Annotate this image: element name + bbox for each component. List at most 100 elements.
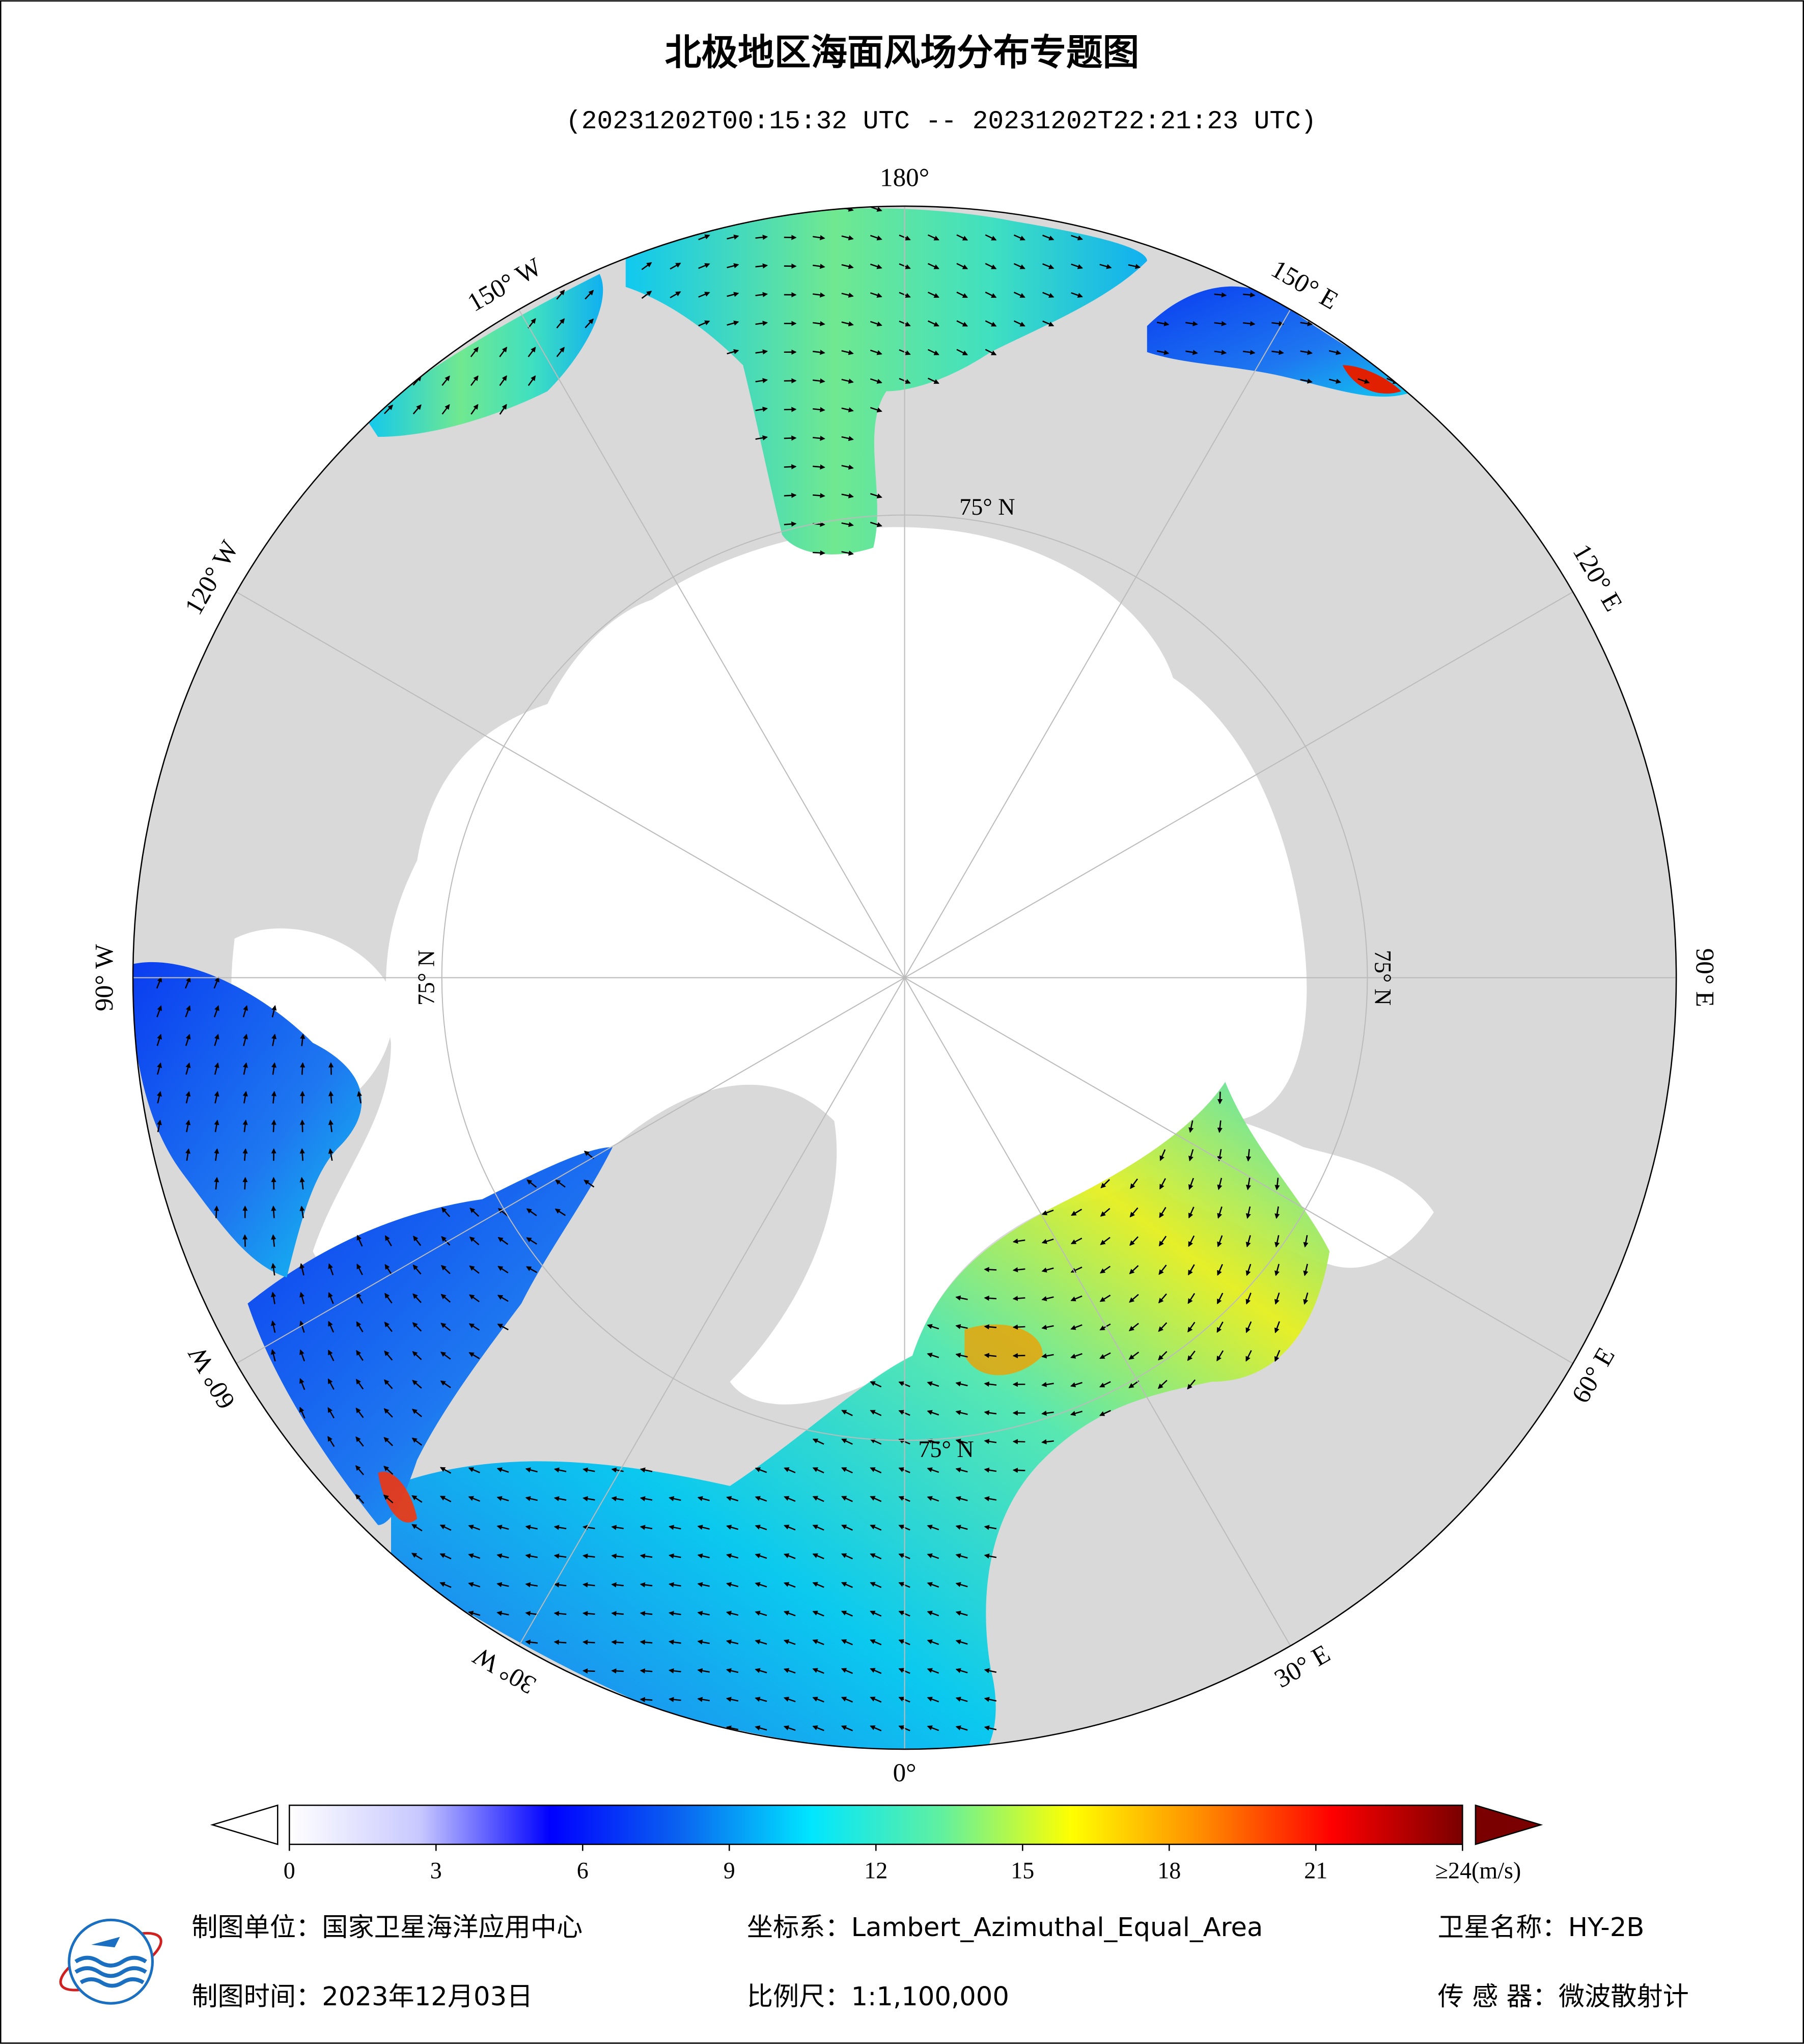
wind-arrow xyxy=(383,404,394,414)
wind-arrow xyxy=(411,1437,423,1446)
wind-arrow xyxy=(1042,320,1054,327)
wind-arrow xyxy=(841,1553,853,1559)
wind-arrow xyxy=(1274,1235,1280,1248)
wind-arrow xyxy=(384,1379,393,1389)
wind-arrow xyxy=(499,347,508,357)
wind-arrow xyxy=(525,1611,538,1616)
wind-arrow xyxy=(1013,320,1025,327)
wind-arrow xyxy=(697,1582,710,1587)
wind-arrow xyxy=(157,1091,162,1104)
wind-arrow xyxy=(299,1148,305,1161)
wind-arrow xyxy=(784,1467,796,1473)
wind-arrow xyxy=(955,1668,968,1673)
wind-arrow xyxy=(412,1293,422,1303)
wind-arrow xyxy=(1216,1321,1224,1333)
wind-arrow xyxy=(813,349,825,355)
wind-arrow xyxy=(927,291,939,298)
wind-arrow xyxy=(755,349,768,355)
wind-arrow xyxy=(669,1553,681,1559)
wind-arrow xyxy=(299,1378,306,1390)
wind-arrow xyxy=(1159,1207,1167,1218)
wind-arrow xyxy=(870,407,882,413)
wind-arrow xyxy=(927,1324,939,1330)
wind-arrow xyxy=(927,1553,939,1559)
wind-arrow xyxy=(640,1582,653,1588)
wind-arrow xyxy=(1188,1207,1195,1219)
wind-arrow xyxy=(214,1119,219,1132)
wind-arrow xyxy=(668,1639,681,1645)
wind-arrow xyxy=(813,407,825,412)
wind-arrow xyxy=(698,263,710,269)
parallel-label: 75° N xyxy=(1370,950,1396,1005)
wind-arrow xyxy=(727,292,739,297)
wind-arrow xyxy=(812,1610,824,1617)
wind-arrow xyxy=(1242,292,1256,298)
wind-arrow xyxy=(841,321,854,327)
wind-arrow xyxy=(1013,292,1025,298)
wind-arrow xyxy=(242,1119,248,1132)
wind-arrow xyxy=(214,1062,219,1075)
wind-arrow xyxy=(355,1465,364,1475)
wind-arrow xyxy=(611,1467,624,1473)
wind-arrow xyxy=(355,1494,365,1504)
wind-arrow xyxy=(469,1208,480,1217)
wind-arrow xyxy=(497,1266,509,1274)
colorbar-tick-label: 21 xyxy=(1304,1858,1327,1884)
wind-arrow xyxy=(525,1467,538,1473)
wind-arrow xyxy=(439,1467,452,1474)
wind-arrow xyxy=(669,1582,681,1587)
wind-arrow xyxy=(698,234,710,240)
wind-arrow xyxy=(299,1206,305,1218)
wind-arrow xyxy=(1042,263,1054,269)
wind-arrow xyxy=(870,521,882,527)
wind-arrow xyxy=(1217,1235,1223,1247)
wind-arrow xyxy=(1042,292,1054,298)
wind-arrow xyxy=(927,1696,939,1702)
wind-arrow xyxy=(441,1236,451,1246)
wind-arrow xyxy=(1128,1323,1139,1331)
wind-arrow xyxy=(469,1294,480,1302)
wind-arrow xyxy=(1217,1120,1223,1133)
wind-arrow xyxy=(697,1611,710,1616)
wind-arrow xyxy=(870,493,882,499)
parallel-label: 75° N xyxy=(918,1436,974,1462)
wind-arrow xyxy=(640,1611,653,1616)
wind-arrow xyxy=(384,1322,393,1332)
wind-arrow xyxy=(1158,1293,1167,1304)
wind-arrow xyxy=(356,1321,364,1333)
wind-arrow xyxy=(440,1294,451,1303)
wind-arrow xyxy=(468,1610,481,1616)
wind-arrow xyxy=(441,375,450,386)
wind-arrow xyxy=(384,1235,392,1247)
wind-arrow xyxy=(528,347,536,357)
wind-arrow xyxy=(726,1668,739,1673)
colorbar-tick-label: 0 xyxy=(284,1858,295,1884)
wind-arrow xyxy=(755,1582,767,1588)
wind-arrow xyxy=(556,289,565,300)
wind-arrow xyxy=(1214,350,1227,355)
wind-arrow xyxy=(927,234,939,241)
wind-arrow xyxy=(984,1525,997,1530)
wind-arrow xyxy=(726,1553,739,1559)
meridian-line xyxy=(236,977,905,1364)
wind-arrow xyxy=(271,1206,276,1218)
wind-arrows xyxy=(156,206,1399,1731)
wind-arrow xyxy=(525,1525,538,1530)
wind-arrow xyxy=(927,1725,939,1731)
wind-arrow xyxy=(497,1323,509,1331)
wind-arrow xyxy=(726,1697,739,1702)
wind-arrow xyxy=(670,291,681,298)
wind-arrow xyxy=(356,1090,363,1104)
wind-arrow xyxy=(870,1438,882,1445)
wind-arrow xyxy=(641,291,652,299)
wind-arrow xyxy=(984,1467,997,1473)
wind-arrow xyxy=(783,1668,796,1674)
wind-arrow xyxy=(984,1496,997,1501)
wind-arrow xyxy=(299,1263,305,1276)
wind-arrow xyxy=(300,1033,306,1046)
wind-arrow xyxy=(784,521,797,527)
footer-crs: 坐标系：Lambert_Azimuthal_Equal_Area xyxy=(747,1912,1263,1943)
wind-arrow xyxy=(213,976,219,989)
wind-arrow xyxy=(556,347,565,357)
wind-arrow xyxy=(499,375,507,386)
